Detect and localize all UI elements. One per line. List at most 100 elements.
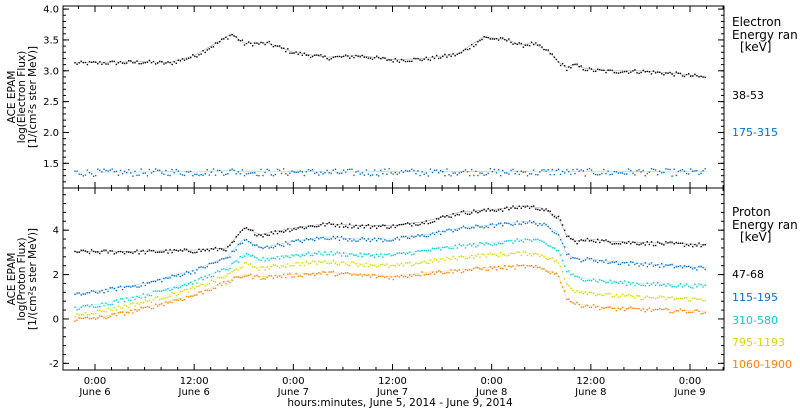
proton-series-4-point: [146, 305, 149, 308]
electron-series-0-point: [570, 67, 572, 69]
proton-series-3-point: [489, 252, 491, 254]
electron-series-0-point: [460, 52, 463, 54]
proton-series-1-point: [433, 233, 436, 236]
proton-series-2-point: [328, 253, 330, 256]
proton-series-3-point: [204, 285, 206, 287]
proton-series-0-point: [169, 248, 171, 251]
electron-ytick-label: 4.0: [43, 5, 59, 16]
proton-series-1-point: [221, 258, 223, 260]
proton-series-1-point: [588, 258, 591, 260]
proton-series-0-point: [256, 235, 258, 237]
proton-series-4-point: [597, 305, 599, 308]
proton-series-2-point: [545, 243, 547, 245]
proton-series-2-point: [582, 280, 584, 282]
proton-series-1-point: [283, 245, 285, 247]
proton-series-3-point: [429, 259, 432, 261]
proton-series-2-point: [78, 308, 80, 310]
proton-series-4-point: [241, 276, 244, 278]
proton-series-3-point: [394, 265, 396, 267]
proton-series-4-point: [159, 304, 161, 306]
proton-series-2-point: [475, 246, 477, 248]
proton-series-2-point: [345, 255, 347, 257]
electron-series-0-point: [146, 61, 149, 63]
proton-series-3-point: [485, 256, 487, 258]
electron-series-0-point: [208, 48, 210, 50]
proton-series-2-point: [613, 281, 615, 283]
proton-series-0-point: [103, 249, 105, 251]
electron-series-0-point: [204, 51, 206, 54]
electron-series-1-point: [380, 169, 382, 172]
proton-series-0-point: [128, 251, 130, 253]
proton-series-3-point: [675, 298, 677, 300]
electron-series-1-point: [243, 174, 246, 177]
proton-series-1-point: [469, 227, 471, 230]
proton-series-1-point: [250, 242, 252, 244]
electron-series-0-point: [175, 62, 177, 64]
proton-series-2-point: [413, 253, 415, 255]
proton-series-2-point: [330, 250, 332, 253]
proton-series-0-point: [121, 251, 124, 253]
proton-series-3-point: [190, 287, 192, 289]
proton-series-2-point: [450, 247, 452, 250]
electron-series-0-point: [692, 75, 694, 77]
proton-series-2-point: [142, 293, 144, 295]
electron-series-0-point: [119, 61, 122, 63]
electron-series-0-point: [173, 61, 175, 63]
electron-legend: Electron Energy ran [keV] 38-53 175-315: [732, 15, 798, 139]
proton-series-2-point: [175, 286, 177, 289]
electron-series-0-point: [442, 55, 444, 57]
proton-series-3-point: [630, 294, 632, 297]
proton-series-0-point: [97, 251, 99, 253]
electron-series-1-point: [235, 173, 237, 175]
electron-series-1-point: [361, 172, 363, 174]
electron-series-1-point: [190, 170, 192, 173]
proton-series-0-point: [504, 207, 506, 209]
proton-series-0-point: [499, 208, 502, 211]
electron-series-0-point: [256, 42, 258, 44]
proton-series-2-point: [95, 306, 97, 308]
electron-series-1-point: [630, 169, 632, 172]
proton-series-2-point: [429, 250, 432, 252]
proton-series-1-point: [227, 257, 229, 259]
electron-series-1-point: [278, 169, 281, 171]
proton-series-2-point: [435, 247, 438, 249]
proton-series-2-point: [466, 244, 469, 246]
proton-series-2-point: [208, 274, 210, 276]
electron-series-1-point: [80, 173, 82, 176]
proton-series-3-point: [654, 298, 657, 300]
proton-series-0-point: [582, 239, 584, 242]
electron-series-1-point: [582, 170, 584, 172]
proton-series-3-point: [580, 291, 582, 293]
proton-series-0-point: [632, 241, 634, 243]
electron-series-1-point: [198, 174, 200, 177]
proton-series-1-point: [90, 290, 93, 292]
proton-series-4-point: [555, 272, 558, 274]
proton-series-0-point: [404, 223, 407, 225]
proton-series-0-point: [413, 222, 415, 225]
proton-series-0-point: [440, 216, 442, 218]
electron-series-1-point: [510, 169, 512, 172]
proton-series-0-point: [198, 248, 200, 250]
proton-series-1-point: [431, 232, 434, 234]
proton-series-3-point: [572, 289, 574, 292]
proton-series-2-point: [448, 247, 450, 249]
electron-series-1-point: [613, 170, 615, 173]
electron-series-0-point: [611, 69, 613, 72]
proton-panel-frame: [62, 187, 725, 371]
proton-series-1-point: [99, 291, 101, 293]
proton-series-0-point: [628, 240, 630, 243]
proton-series-3-point: [493, 253, 496, 255]
proton-series-3-point: [285, 266, 287, 268]
electron-series-0-point: [675, 71, 677, 73]
electron-series-0-point: [545, 49, 547, 51]
electron-ytick-label: 2.5: [43, 97, 59, 108]
proton-series-1-point: [704, 268, 706, 271]
proton-series-0-point: [675, 241, 677, 244]
electron-series-0-point: [671, 73, 673, 75]
proton-series-3-point: [254, 266, 256, 268]
electron-series-1-point: [229, 169, 231, 171]
electron-series-0-point: [303, 52, 306, 54]
proton-series-0-point: [175, 249, 177, 251]
proton-series-2-point: [626, 284, 628, 286]
proton-series-1-point: [146, 282, 149, 284]
